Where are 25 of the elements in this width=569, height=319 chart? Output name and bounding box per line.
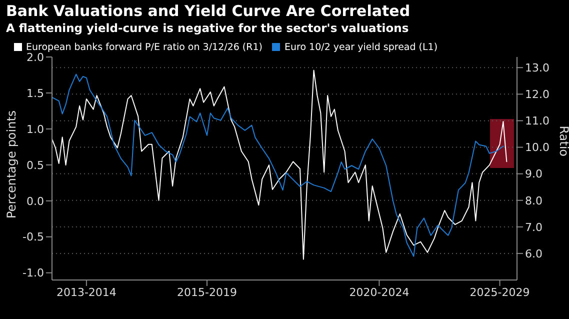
x-tick-label: 2015-2019 [177, 286, 237, 299]
x-tick-label: 2025-2029 [470, 286, 530, 299]
y2-tick-label: 11.0 [525, 114, 550, 128]
y-tick-label: 0.5 [26, 158, 44, 172]
y2-tick-label: 8.0 [525, 194, 542, 208]
y-tick-label: 1.5 [26, 86, 44, 100]
y-axis-title: Percentage points [4, 110, 18, 218]
legend-label: European banks forward P/E ratio on 3/12/26 (R1) [26, 42, 262, 53]
y-tick-label: 2.0 [26, 50, 44, 64]
y2-tick-label: 10.0 [525, 141, 550, 154]
y2-axis-title: Ratio [556, 126, 569, 156]
y2-tick-label: 6.0 [525, 247, 542, 260]
legend-label: Euro 10/2 year yield spread (L1) [284, 42, 438, 53]
y-tick-label: 0.0 [26, 194, 44, 208]
y-tick-label: 1.0 [26, 122, 44, 136]
x-tick-label: 2013-2014 [56, 286, 116, 299]
chart-title: Bank Valuations and Yield Curve Are Correlated [6, 2, 410, 20]
y-tick-label: -0.5 [22, 230, 44, 244]
chart-subtitle: A flattening yield-curve is negative for the sector's valuations [6, 21, 409, 35]
y2-tick-label: 7.0 [525, 220, 542, 234]
y2-tick-label: 13.0 [525, 62, 550, 75]
y2-tick-label: 12.0 [525, 88, 550, 102]
x-tick-label: 2020-2024 [349, 286, 410, 299]
y-tick-label: -1.0 [22, 266, 44, 280]
y2-tick-label: 9.0 [525, 168, 542, 181]
